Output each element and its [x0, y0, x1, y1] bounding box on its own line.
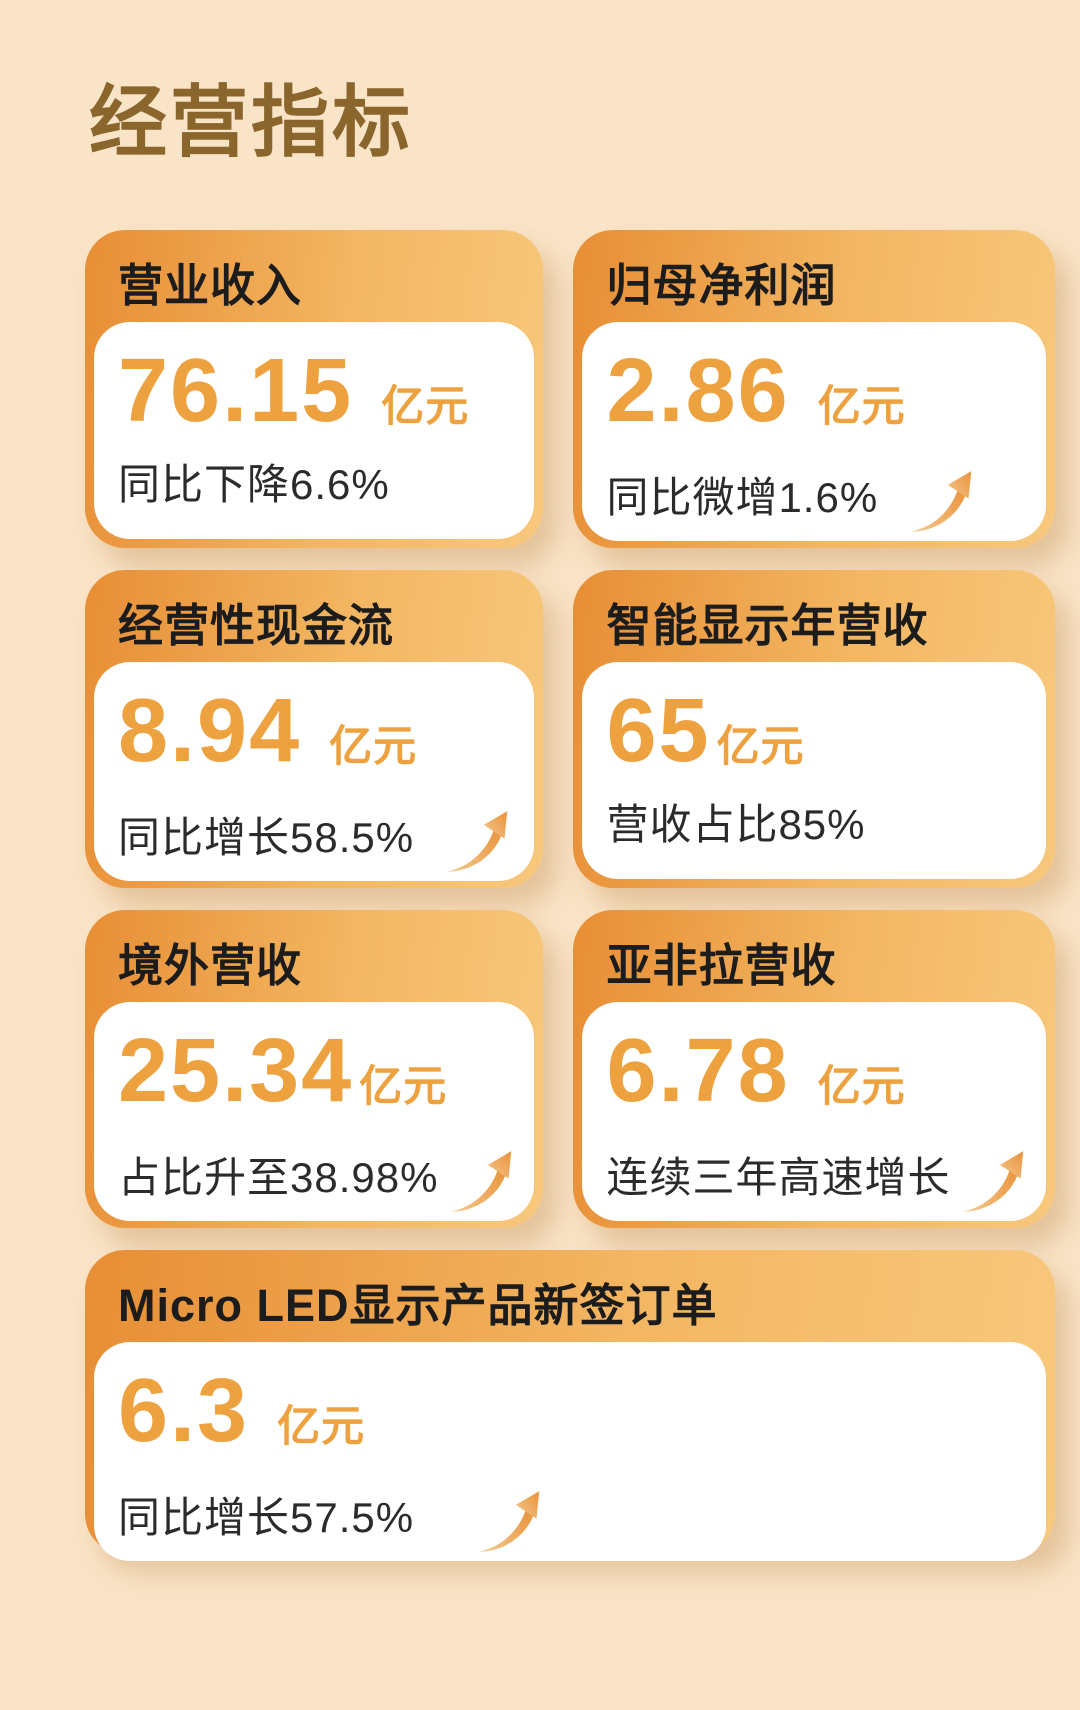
card-header: 亚非拉营收	[573, 910, 1055, 1002]
growth-arrow-icon	[451, 1150, 512, 1212]
card-title: 境外营收	[118, 939, 303, 991]
note-line: 同比增长58.5%	[118, 799, 514, 872]
metric-value: 65	[606, 681, 711, 781]
metric-unit: 亿元	[817, 383, 906, 431]
card-body: 8.94 亿元 同比增长58.5%	[94, 662, 535, 881]
metric-note: 营收占比85%	[606, 800, 866, 848]
card-smart-display-revenue: 智能显示年营收 65 亿元 营收占比85%	[573, 570, 1056, 888]
value-line: 6.78 亿元	[606, 1024, 1026, 1119]
metric-unit: 亿元	[277, 1403, 366, 1451]
note-line: 占比升至38.98%	[118, 1139, 514, 1212]
metric-value: 76.15	[118, 341, 354, 441]
metric-note: 同比增长57.5%	[118, 1494, 415, 1541]
card-body: 76.15 亿元 同比下降6.6%	[94, 322, 535, 539]
card-asia-africa-latam-revenue: 亚非拉营收 6.78 亿元 连续三年高速增长	[573, 910, 1056, 1228]
card-body: 6.78 亿元 连续三年高速增长	[582, 1002, 1047, 1221]
metric-note: 同比下降6.6%	[118, 460, 390, 508]
value-line: 76.15 亿元	[118, 344, 514, 439]
card-operating-revenue: 营业收入 76.15 亿元 同比下降6.6%	[85, 230, 544, 548]
card-title: 归母净利润	[606, 259, 837, 311]
card-body: 2.86 亿元 同比微增1.6%	[582, 322, 1047, 541]
value-line: 6.3 亿元	[118, 1364, 1026, 1459]
metric-unit: 亿元	[359, 1063, 448, 1111]
growth-arrow-icon	[910, 470, 972, 532]
growth-arrow-icon	[446, 810, 508, 872]
metric-card-grid: 营业收入 76.15 亿元 同比下降6.6% 归母净利润 2.86 亿元	[85, 230, 1056, 1561]
card-micro-led-orders: Micro LED显示产品新签订单 6.3 亿元 同比增长57.5%	[85, 1250, 1056, 1561]
card-operating-cash-flow: 经营性现金流 8.94 亿元 同比增长58.5%	[85, 570, 544, 888]
card-body: 25.34 亿元 占比升至38.98%	[94, 1002, 535, 1221]
metric-unit: 亿元	[329, 723, 418, 771]
card-header: Micro LED显示产品新签订单	[85, 1250, 1055, 1342]
card-header: 智能显示年营收	[573, 570, 1055, 662]
card-title: 营业收入	[118, 259, 303, 311]
card-body: 6.3 亿元 同比增长57.5%	[94, 1342, 1047, 1561]
growth-arrow-icon	[963, 1150, 1024, 1212]
card-overseas-revenue: 境外营收 25.34 亿元 占比升至38.98%	[85, 910, 544, 1228]
value-line: 65 亿元	[606, 684, 1026, 779]
card-header: 经营性现金流	[85, 570, 543, 662]
card-title: Micro LED显示产品新签订单	[118, 1279, 718, 1331]
metric-value: 2.86	[606, 341, 790, 441]
metric-unit: 亿元	[381, 383, 470, 431]
metric-note: 占比升至38.98%	[118, 1154, 439, 1201]
metric-unit: 亿元	[716, 723, 805, 771]
note-line: 同比增长57.5%	[118, 1479, 1026, 1552]
card-body: 65 亿元 营收占比85%	[582, 662, 1047, 879]
card-title: 经营性现金流	[118, 599, 395, 651]
metric-note: 同比增长58.5%	[118, 814, 415, 861]
metric-note: 连续三年高速增长	[606, 1154, 951, 1201]
value-line: 2.86 亿元	[606, 344, 1026, 439]
page-title: 经营指标	[89, 78, 414, 166]
note-line: 营收占比85%	[606, 799, 1026, 852]
card-title: 智能显示年营收	[606, 599, 929, 651]
note-line: 同比微增1.6%	[606, 459, 1026, 532]
value-line: 25.34 亿元	[118, 1024, 514, 1119]
card-title: 亚非拉营收	[606, 939, 837, 991]
note-line: 连续三年高速增长	[606, 1139, 1026, 1212]
card-header: 营业收入	[85, 230, 543, 322]
card-header: 归母净利润	[573, 230, 1055, 322]
metric-note: 同比微增1.6%	[606, 474, 879, 521]
note-line: 同比下降6.6%	[118, 459, 514, 512]
growth-arrow-icon	[478, 1490, 540, 1552]
metric-value: 8.94	[118, 681, 302, 781]
metric-value: 25.34	[118, 1021, 354, 1121]
metric-value: 6.3	[118, 1361, 250, 1461]
metric-unit: 亿元	[817, 1063, 906, 1111]
card-header: 境外营收	[85, 910, 543, 1002]
value-line: 8.94 亿元	[118, 684, 514, 779]
card-net-profit: 归母净利润 2.86 亿元 同比微增1.6%	[573, 230, 1056, 548]
metric-value: 6.78	[606, 1021, 790, 1121]
